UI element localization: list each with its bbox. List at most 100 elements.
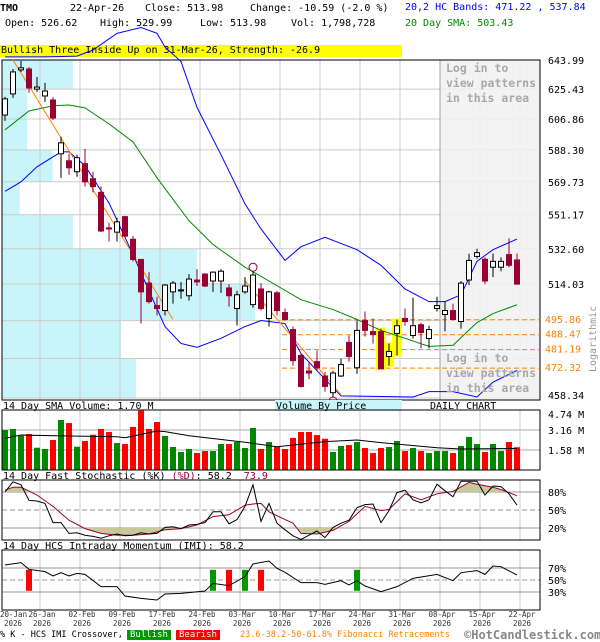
log-scale-label: Logarithmic bbox=[588, 306, 599, 372]
volume-by-price-bar bbox=[2, 320, 121, 359]
volume-bar bbox=[146, 428, 152, 470]
volume-bar bbox=[122, 444, 128, 470]
upper-band-line bbox=[5, 26, 518, 303]
stoch-d-value: 73.9 bbox=[244, 471, 268, 482]
candle bbox=[298, 354, 304, 387]
candle bbox=[26, 68, 32, 89]
candle bbox=[482, 258, 488, 282]
price-axis-label: 458.34 bbox=[548, 391, 584, 402]
candle bbox=[378, 331, 384, 370]
volume-by-price-bar bbox=[2, 358, 137, 398]
login-text[interactable]: in this area bbox=[446, 91, 529, 105]
candle bbox=[274, 292, 280, 312]
bearish-crossover-marker bbox=[226, 569, 232, 591]
candle bbox=[18, 67, 24, 71]
volume-bar bbox=[234, 442, 240, 470]
volume-bar bbox=[58, 420, 64, 470]
date-axis-year: 2026 bbox=[193, 619, 212, 628]
date-axis-year: 2026 bbox=[513, 619, 532, 628]
volume-bar bbox=[322, 438, 328, 470]
lower-band-line bbox=[4, 151, 518, 398]
date-axis-label: 03-Mar bbox=[228, 610, 256, 619]
volume-bar bbox=[330, 452, 336, 470]
volume-bar bbox=[442, 451, 448, 470]
candle bbox=[450, 310, 456, 321]
fibonacci-label: 472.32 bbox=[545, 363, 581, 374]
candle bbox=[50, 99, 56, 119]
volume-bar bbox=[506, 442, 512, 470]
date-axis-year: 2026 bbox=[473, 619, 492, 628]
volume-axis-label: 4.74 M bbox=[548, 410, 584, 421]
candle bbox=[210, 271, 216, 282]
date-axis-year: 2026 bbox=[273, 619, 292, 628]
stochastic-panel-label: 14 Day Fast Stochastic (%K) (%D): 58.2 73… bbox=[3, 471, 268, 482]
candle bbox=[402, 318, 408, 323]
volume-bar bbox=[434, 451, 440, 470]
date-axis: 20-Jan202626-Jan202602-Feb202609-Feb2026… bbox=[0, 610, 536, 628]
candle bbox=[226, 287, 232, 297]
volume-panel-frame bbox=[1, 409, 541, 471]
login-text[interactable]: in this area bbox=[446, 381, 529, 395]
volume-bar bbox=[130, 426, 136, 470]
pattern-circle-marker bbox=[248, 262, 258, 272]
volume-bar bbox=[154, 422, 160, 470]
volume-bar bbox=[418, 451, 424, 470]
login-overlay[interactable]: Log in to view patterns in this area Log… bbox=[446, 61, 536, 395]
volume-bar bbox=[514, 447, 520, 470]
candle bbox=[2, 98, 8, 116]
candle bbox=[290, 329, 296, 362]
candle bbox=[514, 259, 520, 285]
candle bbox=[242, 285, 248, 293]
date-axis-label: 08-Apr bbox=[428, 610, 456, 619]
volume-bar bbox=[466, 436, 472, 470]
login-text[interactable]: view patterns bbox=[446, 366, 536, 380]
candle bbox=[506, 254, 512, 266]
volume-bar bbox=[498, 451, 504, 470]
volume-bar bbox=[386, 446, 392, 470]
volume-bar bbox=[202, 451, 208, 470]
candle bbox=[98, 191, 104, 232]
quote-date: 22-Apr-26 bbox=[70, 3, 125, 14]
login-text[interactable]: Log in to bbox=[446, 61, 508, 75]
fibonacci-label: 495.86 bbox=[545, 315, 581, 326]
date-axis-label: 26-Jan bbox=[28, 610, 55, 619]
date-axis-year: 2026 bbox=[4, 619, 23, 628]
candle bbox=[130, 238, 136, 260]
stochastic-panel: 80% 50% 20% bbox=[1, 479, 566, 541]
date-axis-year: 2026 bbox=[353, 619, 372, 628]
volume-bar bbox=[258, 448, 264, 470]
candle bbox=[282, 312, 288, 321]
volume-bar bbox=[410, 447, 416, 470]
volume-bar bbox=[298, 432, 304, 470]
oversold-shade bbox=[5, 528, 517, 536]
candle bbox=[410, 325, 416, 336]
stoch-k-value: : 58.2 bbox=[196, 471, 232, 482]
candle bbox=[218, 270, 224, 282]
candle bbox=[66, 160, 72, 169]
candle bbox=[250, 274, 256, 306]
candle bbox=[314, 361, 320, 369]
login-text[interactable]: Log in to bbox=[446, 351, 508, 365]
volume-bar bbox=[50, 440, 56, 470]
pattern-banner[interactable]: Bullish Three Inside Up on 31-Mar-26, St… bbox=[0, 45, 402, 57]
volume-bar bbox=[242, 447, 248, 470]
candle bbox=[322, 375, 328, 387]
volume-bar bbox=[370, 453, 376, 470]
volume-bar bbox=[450, 453, 456, 470]
date-axis-label: 24-Feb bbox=[188, 610, 216, 619]
copyright-link[interactable]: ©HotCandlestick.com bbox=[464, 628, 600, 642]
login-text[interactable]: view patterns bbox=[446, 76, 536, 90]
candle bbox=[338, 364, 344, 377]
candle bbox=[58, 142, 64, 155]
candle bbox=[194, 279, 200, 283]
volume-bar bbox=[186, 448, 192, 470]
price-change: Change: -10.59 (-2.0 %) bbox=[250, 3, 389, 14]
date-axis-year: 2026 bbox=[393, 619, 412, 628]
candle bbox=[106, 227, 112, 230]
momentum-panel-label: 14 Day HCS Intraday Momentum (IMI): 58.2 bbox=[3, 541, 244, 552]
date-axis-label: 09-Feb bbox=[108, 610, 136, 619]
date-axis-label: 17-Mar bbox=[308, 610, 336, 619]
volume-panel-label: 14 Day SMA Volume: 1.70 M bbox=[3, 401, 154, 412]
volume-bar bbox=[114, 443, 120, 470]
momentum-axis-label: 30% bbox=[548, 588, 566, 599]
